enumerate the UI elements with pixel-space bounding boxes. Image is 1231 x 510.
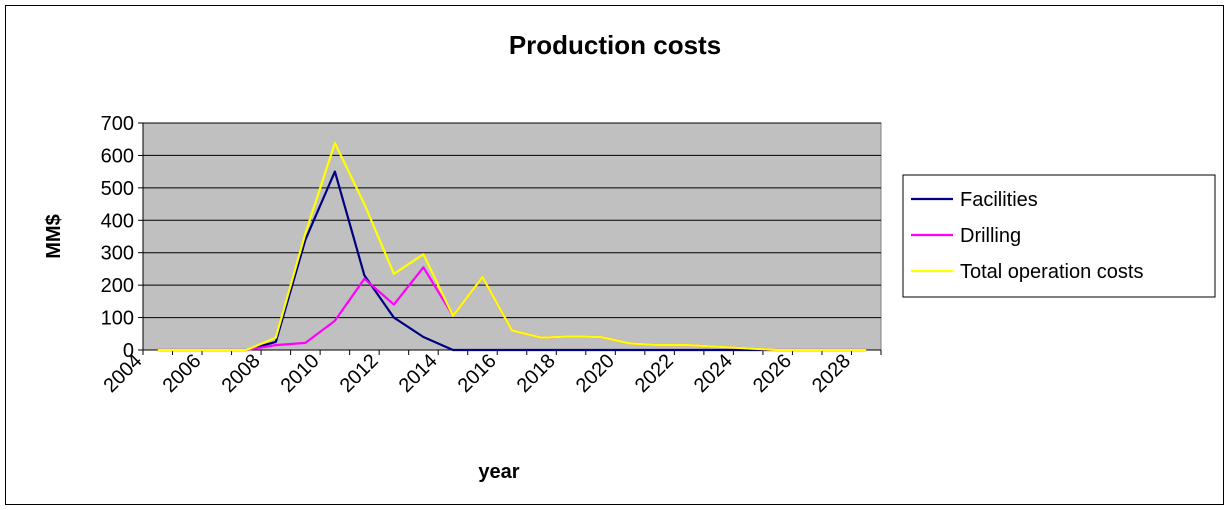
x-tick-label: 2022 [631,350,678,397]
chart-frame: Production costs 0 100 200 300 400 500 600 700 … [5,5,1224,505]
x-axis-title: year [478,461,519,483]
y-tick-label: 700 [101,113,134,135]
x-tick-label: 2010 [277,350,324,397]
legend-label: Drilling [960,225,1021,247]
x-tick-label: 2008 [218,350,265,397]
chart-svg: Production costs 0100200300400500600700 … [6,6,1225,506]
x-tick-label: 2024 [690,350,737,397]
y-tick-label: 100 [101,308,134,330]
x-tick-label: 2020 [572,350,619,397]
x-tick-label: 2026 [749,350,796,397]
y-tick-label: 600 [101,145,134,167]
x-axis-ticks: 2004 2006 2008 2010 2012 2014 2016 2018 2020 2022… [100,350,881,397]
x-tick-label: 2018 [513,350,560,397]
plot-area [143,123,881,350]
x-tick-label: 2014 [395,350,442,397]
legend: Facilities Drilling Total operation costs [903,175,1215,297]
x-tick-label: 2006 [159,350,206,397]
y-tick-label: 200 [101,275,134,297]
y-axis-title: MM$ [43,214,65,258]
legend-label: Facilities [960,189,1038,211]
legend-label: Total operation costs [960,261,1143,283]
y-tick-label: 300 [101,243,134,265]
chart-title: Production costs [509,30,721,60]
x-tick-label: 2016 [454,350,501,397]
y-tick-label: 500 [101,178,134,200]
y-tick-label: 400 [101,210,134,232]
x-tick-label: 2028 [808,350,855,397]
x-tick-label: 2004 [100,350,147,397]
x-tick-label: 2012 [336,350,383,397]
